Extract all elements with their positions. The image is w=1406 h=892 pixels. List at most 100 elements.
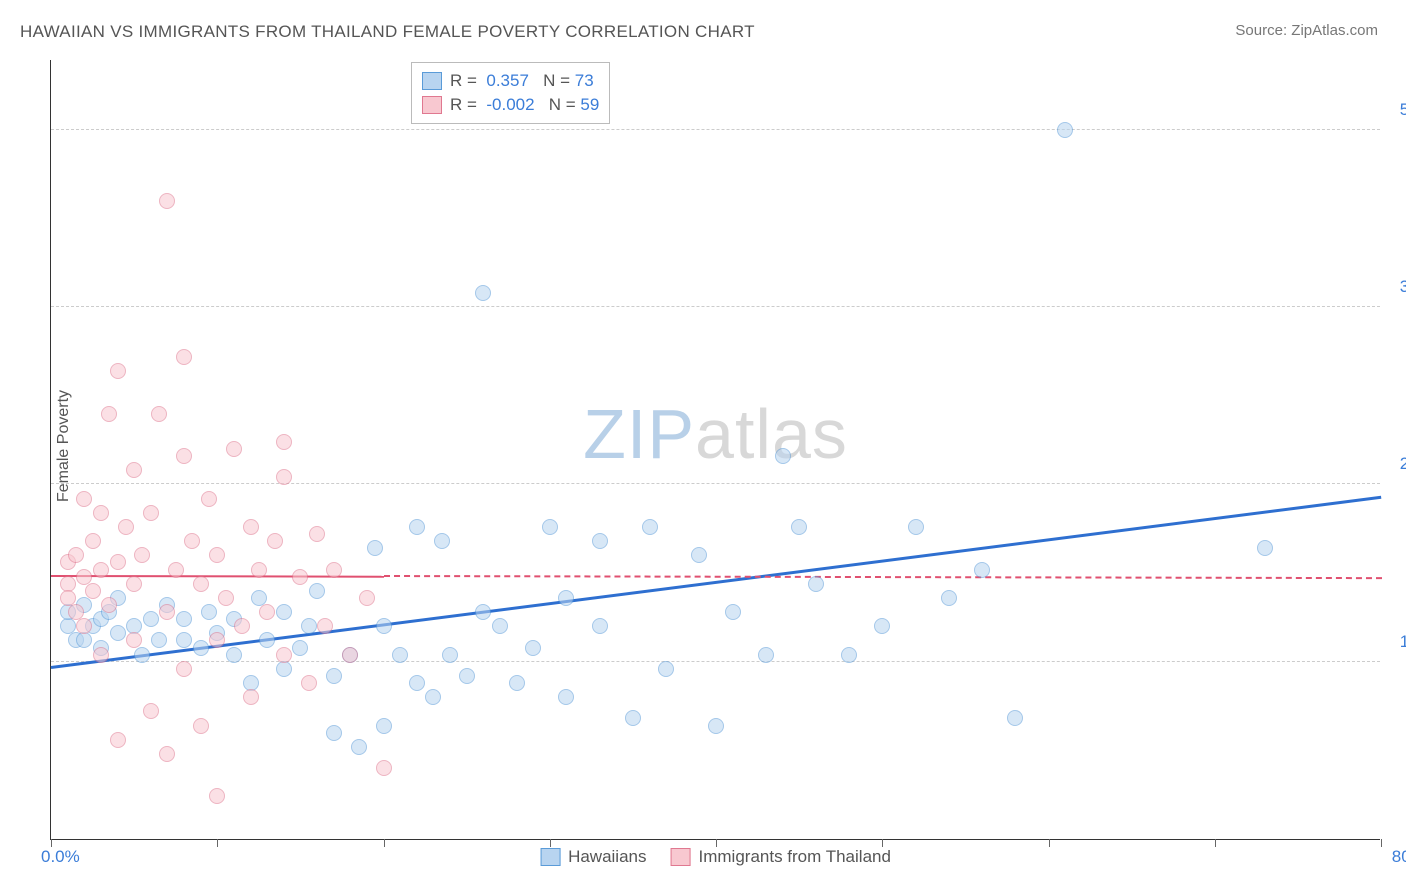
data-point [708, 718, 724, 734]
legend-swatch [540, 848, 560, 866]
legend-item: Immigrants from Thailand [671, 847, 891, 867]
data-point [126, 462, 142, 478]
data-point [276, 661, 292, 677]
data-point [168, 562, 184, 578]
data-point [176, 661, 192, 677]
x-tick [550, 839, 551, 847]
data-point [176, 611, 192, 627]
data-point [110, 554, 126, 570]
data-point [425, 689, 441, 705]
data-point [974, 562, 990, 578]
legend-label: Immigrants from Thailand [699, 847, 891, 867]
data-point [209, 547, 225, 563]
data-point [542, 519, 558, 535]
data-point [176, 448, 192, 464]
data-point [193, 718, 209, 734]
gridline [51, 129, 1380, 130]
legend-swatch [422, 96, 442, 114]
x-tick [384, 839, 385, 847]
data-point [301, 618, 317, 634]
data-point [658, 661, 674, 677]
y-tick-label: 12.5% [1400, 632, 1406, 652]
data-point [184, 533, 200, 549]
data-point [68, 547, 84, 563]
data-point [292, 569, 308, 585]
data-point [409, 519, 425, 535]
data-point [434, 533, 450, 549]
data-point [176, 632, 192, 648]
x-tick [217, 839, 218, 847]
data-point [143, 611, 159, 627]
data-point [76, 632, 92, 648]
legend-item: Hawaiians [540, 847, 646, 867]
legend-swatch [422, 72, 442, 90]
data-point [301, 675, 317, 691]
data-point [874, 618, 890, 634]
data-point [226, 441, 242, 457]
data-point [309, 526, 325, 542]
data-point [276, 469, 292, 485]
gridline [51, 306, 1380, 307]
data-point [442, 647, 458, 663]
data-point [392, 647, 408, 663]
legend-label: Hawaiians [568, 847, 646, 867]
x-max-label: 80.0% [1392, 847, 1406, 867]
data-point [110, 625, 126, 641]
data-point [151, 632, 167, 648]
data-point [376, 760, 392, 776]
data-point [85, 583, 101, 599]
correlation-legend: R = 0.357 N = 73 R = -0.002 N = 59 [411, 62, 610, 124]
legend-row: R = -0.002 N = 59 [422, 93, 599, 117]
y-tick-label: 50.0% [1400, 100, 1406, 120]
data-point [791, 519, 807, 535]
data-point [134, 647, 150, 663]
data-point [193, 640, 209, 656]
legend-stats: R = 0.357 N = 73 [450, 71, 594, 91]
data-point [525, 640, 541, 656]
data-point [317, 618, 333, 634]
data-point [475, 604, 491, 620]
data-point [592, 618, 608, 634]
legend-stats: R = -0.002 N = 59 [450, 95, 599, 115]
data-point [259, 604, 275, 620]
data-point [775, 448, 791, 464]
data-point [267, 533, 283, 549]
scatter-plot-area: ZIPatlas 12.5%25.0%37.5%50.0%0.0%80.0%R … [50, 60, 1380, 840]
data-point [326, 668, 342, 684]
data-point [126, 632, 142, 648]
data-point [509, 675, 525, 691]
data-point [118, 519, 134, 535]
data-point [592, 533, 608, 549]
data-point [159, 604, 175, 620]
data-point [1057, 122, 1073, 138]
data-point [351, 739, 367, 755]
x-tick [1049, 839, 1050, 847]
gridline [51, 483, 1380, 484]
data-point [243, 519, 259, 535]
data-point [110, 363, 126, 379]
data-point [101, 406, 117, 422]
data-point [209, 632, 225, 648]
data-point [326, 562, 342, 578]
data-point [558, 689, 574, 705]
source-name: ZipAtlas.com [1291, 22, 1378, 39]
data-point [367, 540, 383, 556]
data-point [376, 618, 392, 634]
watermark-zip: ZIP [583, 395, 695, 473]
gridline [51, 661, 1380, 662]
data-point [276, 647, 292, 663]
data-point [93, 647, 109, 663]
data-point [276, 604, 292, 620]
data-point [1007, 710, 1023, 726]
data-point [691, 547, 707, 563]
data-point [409, 675, 425, 691]
data-point [218, 590, 234, 606]
data-point [459, 668, 475, 684]
data-point [209, 788, 225, 804]
data-point [292, 640, 308, 656]
watermark-atlas: atlas [695, 395, 848, 473]
data-point [841, 647, 857, 663]
data-point [234, 618, 250, 634]
legend-swatch [671, 848, 691, 866]
data-point [1257, 540, 1273, 556]
